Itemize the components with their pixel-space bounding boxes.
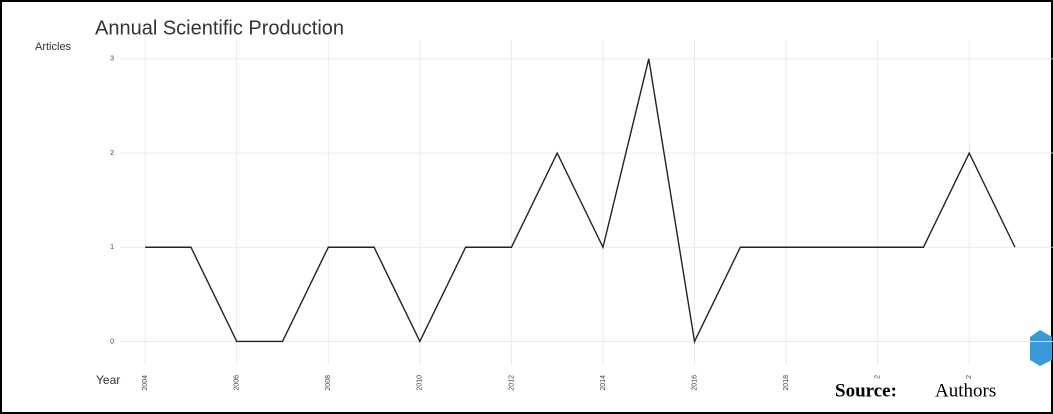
x-tick-label: 2018: [783, 375, 790, 391]
y-tick-label: 0: [110, 338, 114, 345]
y-tick-label: 2: [110, 150, 114, 157]
x-tick-label: 2012: [508, 375, 515, 391]
logo: [1030, 330, 1052, 366]
y-tick-label: 1: [110, 244, 114, 251]
x-tick-label: 2016: [691, 375, 698, 391]
x-tick-label: 2006: [234, 375, 241, 391]
chart-title: Annual Scientific Production: [95, 17, 344, 39]
source-label: Source:: [835, 380, 897, 401]
x-tick-label: 2: [966, 375, 973, 379]
x-axis-label: Year: [96, 373, 120, 387]
x-tick-label: 2008: [325, 375, 332, 391]
line: [145, 58, 1016, 344]
x-tick-label: 2010: [417, 375, 424, 391]
y-axis-label: Articles: [35, 41, 72, 53]
y-tick-label: 3: [110, 56, 114, 63]
x-tick-label: 2004: [142, 375, 149, 391]
x-tick-label: 2014: [600, 375, 607, 391]
source-text: Authors: [935, 380, 996, 401]
x-tick-label: 2: [875, 375, 882, 379]
